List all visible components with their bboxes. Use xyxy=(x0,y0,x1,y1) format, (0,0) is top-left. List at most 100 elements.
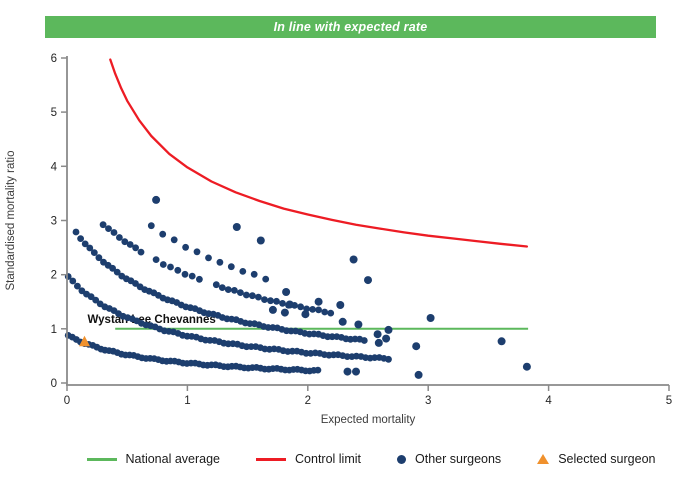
other-surgeon-point[interactable] xyxy=(315,306,322,314)
other-surgeon-point[interactable] xyxy=(99,221,107,229)
other-surgeon-point[interactable] xyxy=(237,289,244,296)
legend-label: National average xyxy=(125,452,221,466)
other-surgeon-point[interactable] xyxy=(232,223,241,231)
other-surgeon-point[interactable] xyxy=(280,308,289,317)
other-surgeon-point[interactable] xyxy=(343,367,352,376)
legend-item-control-limit: Control limit xyxy=(256,452,361,466)
other-surgeon-point[interactable] xyxy=(360,337,368,344)
other-surgeon-point[interactable] xyxy=(109,264,116,272)
other-surgeon-point[interactable] xyxy=(336,301,345,309)
other-surgeon-point[interactable] xyxy=(321,308,329,316)
other-surgeon-point[interactable] xyxy=(297,303,304,311)
control-limit-curve xyxy=(109,58,529,248)
other-surgeon-point[interactable] xyxy=(74,282,81,290)
other-surgeon-point[interactable] xyxy=(239,268,247,275)
other-surgeon-point[interactable] xyxy=(116,234,123,241)
other-surgeon-point[interactable] xyxy=(301,310,310,319)
other-surgeon-point[interactable] xyxy=(110,229,118,236)
chart-legend: National average Control limit Other sur… xyxy=(21,452,700,466)
other-surgeon-point[interactable] xyxy=(285,300,294,309)
other-surgeon-point[interactable] xyxy=(126,241,134,248)
x-axis-tick-label: 4 xyxy=(545,395,552,407)
other-surgeon-point[interactable] xyxy=(159,261,167,268)
other-surgeon-point[interactable] xyxy=(314,297,323,306)
other-surgeon-point[interactable] xyxy=(92,296,100,304)
selected-surgeon-point[interactable] xyxy=(79,335,90,347)
other-surgeon-point[interactable] xyxy=(174,266,182,274)
other-surgeon-point[interactable] xyxy=(384,325,393,334)
selected-surgeon-annotation: Wystan Lee Chevannes xyxy=(88,314,216,326)
other-surgeon-point[interactable] xyxy=(193,248,201,256)
legend-label: Other surgeons xyxy=(415,452,502,466)
other-surgeon-point[interactable] xyxy=(196,275,203,283)
other-surgeon-point[interactable] xyxy=(262,275,270,283)
other-surgeon-point[interactable] xyxy=(309,306,316,313)
control-limit-line-icon xyxy=(256,457,287,461)
other-surgeon-point[interactable] xyxy=(152,195,161,204)
other-surgeon-point[interactable] xyxy=(90,249,98,256)
other-surgeon-point[interactable] xyxy=(182,243,190,251)
other-surgeon-point[interactable] xyxy=(522,362,531,371)
other-surgeon-point[interactable] xyxy=(338,317,347,326)
other-surgeon-point[interactable] xyxy=(261,296,268,303)
other-surgeon-point[interactable] xyxy=(279,300,286,307)
other-surgeon-point[interactable] xyxy=(152,256,160,263)
other-surgeon-point[interactable] xyxy=(218,284,226,291)
other-surgeon-point[interactable] xyxy=(250,270,258,278)
legend-item-national-average: National average xyxy=(86,452,221,466)
other-surgeon-point[interactable] xyxy=(147,222,155,230)
other-surgeon-point[interactable] xyxy=(121,238,129,246)
other-surgeon-point[interactable] xyxy=(224,286,232,293)
other-surgeon-point[interactable] xyxy=(205,254,212,262)
other-surgeon-point[interactable] xyxy=(382,334,391,343)
other-surgeon-point[interactable] xyxy=(268,305,277,314)
other-surgeon-point[interactable] xyxy=(412,342,421,351)
other-surgeon-point[interactable] xyxy=(354,320,363,329)
other-surgeon-point[interactable] xyxy=(255,293,262,301)
other-surgeon-point[interactable] xyxy=(426,314,435,322)
other-surgeon-point[interactable] xyxy=(170,236,178,244)
other-surgeon-point[interactable] xyxy=(69,277,77,285)
other-surgeon-point[interactable] xyxy=(256,236,265,245)
other-surgeon-point[interactable] xyxy=(273,297,280,305)
other-surgeon-point[interactable] xyxy=(243,291,250,299)
y-axis-tick-label: 2 xyxy=(51,270,57,282)
other-surgeon-point[interactable] xyxy=(414,370,423,379)
other-surgeon-point[interactable] xyxy=(77,235,84,243)
other-surgeon-point[interactable] xyxy=(385,355,392,363)
other-surgeon-point[interactable] xyxy=(113,268,121,276)
y-axis-tick-label: 4 xyxy=(51,161,58,173)
x-axis-tick-label: 2 xyxy=(305,395,311,407)
other-surgeon-point[interactable] xyxy=(249,292,256,300)
other-surgeon-point[interactable] xyxy=(137,248,145,256)
other-surgeon-point[interactable] xyxy=(227,263,235,271)
other-surgeon-point[interactable] xyxy=(181,270,189,278)
other-surgeon-point[interactable] xyxy=(72,228,80,236)
other-surgeon-point[interactable] xyxy=(327,309,335,317)
other-surgeon-point[interactable] xyxy=(364,276,372,285)
other-surgeon-point[interactable] xyxy=(352,367,360,376)
y-axis-tick-label: 3 xyxy=(51,216,57,228)
other-surgeon-point[interactable] xyxy=(188,272,196,280)
other-surgeon-point[interactable] xyxy=(314,366,322,374)
other-surgeon-point[interactable] xyxy=(159,230,167,238)
other-surgeon-point[interactable] xyxy=(216,258,224,266)
other-surgeon-point[interactable] xyxy=(373,330,382,339)
other-surgeon-point[interactable] xyxy=(374,338,383,347)
other-surgeon-point[interactable] xyxy=(212,281,220,289)
other-surgeon-point[interactable] xyxy=(86,244,94,252)
other-surgeon-point[interactable] xyxy=(267,297,274,305)
other-surgeon-point[interactable] xyxy=(349,255,358,264)
y-axis-tick-label: 5 xyxy=(51,107,57,119)
other-surgeon-point[interactable] xyxy=(497,337,506,346)
other-surgeon-point[interactable] xyxy=(282,288,291,296)
smr-funnel-chart: Wystan Lee Chevannes 0 1 2 3 4 5 6 0 1 2 3 4 5 Expecte… xyxy=(5,53,672,426)
other-surgeon-point[interactable] xyxy=(167,263,174,271)
other-surgeon-point[interactable] xyxy=(95,254,103,262)
legend-label: Selected surgeon xyxy=(558,452,656,466)
other-surgeon-point[interactable] xyxy=(132,244,140,252)
other-surgeon-point[interactable] xyxy=(81,240,89,248)
other-surgeon-point[interactable] xyxy=(231,287,238,294)
x-axis-tick-label: 3 xyxy=(425,395,431,407)
other-surgeon-point[interactable] xyxy=(105,225,112,233)
